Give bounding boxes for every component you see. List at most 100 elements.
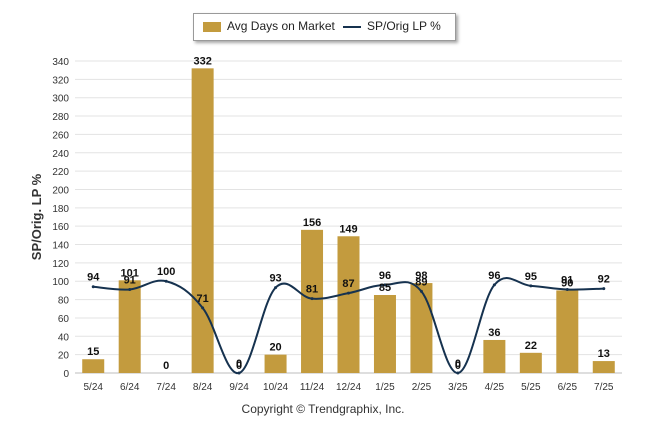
x-tick-label: 1/25 xyxy=(375,382,395,393)
bar xyxy=(82,359,105,373)
bar-value-label: 156 xyxy=(303,217,321,229)
line-value-label: 0 xyxy=(455,358,461,370)
bar xyxy=(264,354,287,373)
line-value-label: 100 xyxy=(157,266,175,278)
bar-value-label: 15 xyxy=(87,346,99,358)
bar xyxy=(556,290,579,373)
copyright-text: Copyright © Trendgraphix, Inc. xyxy=(241,402,405,416)
x-tick-label: 3/25 xyxy=(448,382,468,393)
bar xyxy=(592,361,615,373)
legend-bar-swatch xyxy=(203,22,221,32)
line-point xyxy=(492,283,496,287)
line-point xyxy=(91,285,95,289)
line-point xyxy=(383,283,387,287)
line-point xyxy=(201,306,205,310)
line-value-label: 87 xyxy=(342,278,354,290)
line-series xyxy=(91,277,606,375)
line-value-label: 94 xyxy=(87,272,100,284)
bar-series xyxy=(82,68,615,373)
line-value-label: 89 xyxy=(415,276,427,288)
line-value-label: 92 xyxy=(598,274,610,286)
x-tick-label: 2/25 xyxy=(412,382,432,393)
line-value-label: 96 xyxy=(379,270,391,282)
y-tick-label: 340 xyxy=(52,57,69,68)
x-tick-label: 7/25 xyxy=(594,382,614,393)
y-tick-label: 100 xyxy=(52,277,69,288)
y-tick-label: 40 xyxy=(58,332,70,343)
line-point xyxy=(347,291,350,295)
bar xyxy=(118,280,141,373)
x-tick-label: 8/24 xyxy=(193,382,213,393)
line-value-label: 93 xyxy=(269,273,281,285)
bar xyxy=(337,236,360,373)
chart-legend: Avg Days on Market SP/Orig LP % xyxy=(193,13,456,41)
bar-value-label: 85 xyxy=(379,282,391,294)
x-tick-label: 6/24 xyxy=(120,382,140,393)
line-point xyxy=(565,287,569,291)
bar-value-label: 36 xyxy=(488,327,500,339)
line-point xyxy=(128,287,132,291)
bar-value-label: 0 xyxy=(455,360,461,372)
line-point xyxy=(602,287,606,291)
line-value-label: 91 xyxy=(561,274,573,286)
y-tick-label: 220 xyxy=(52,167,69,178)
y-tick-label: 260 xyxy=(52,130,69,141)
y-tick-label: 120 xyxy=(52,259,69,270)
x-tick-label: 11/24 xyxy=(300,382,325,393)
axes: 0204060801001201401601802002202402602803… xyxy=(29,57,622,393)
bar-value-label: 20 xyxy=(269,342,281,354)
y-tick-label: 300 xyxy=(52,94,69,105)
bar xyxy=(519,352,542,373)
bar-value-label: 13 xyxy=(598,348,610,360)
x-tick-label: 6/25 xyxy=(558,382,578,393)
y-tick-label: 60 xyxy=(58,314,70,325)
y-tick-label: 280 xyxy=(52,112,69,123)
bar-value-label: 0 xyxy=(236,360,242,372)
bar-value-label: 98 xyxy=(415,270,427,282)
x-tick-label: 5/25 xyxy=(521,382,541,393)
x-tick-label: 9/24 xyxy=(229,382,249,393)
y-tick-label: 140 xyxy=(52,241,69,252)
data-labels: 15 101 0 332 0 20 156 149 85 98 0 36 22 90 13 94 91 100 71… xyxy=(87,55,610,372)
y-tick-label: 180 xyxy=(52,204,69,215)
legend-bar-label: Avg Days on Market xyxy=(227,19,335,33)
line-value-label: 91 xyxy=(124,274,136,286)
line-value-label: 81 xyxy=(306,284,318,296)
bar-value-label: 101 xyxy=(121,267,139,279)
line-point xyxy=(529,284,533,288)
y-axis-title: SP/Orig. LP % xyxy=(29,173,44,260)
bar xyxy=(301,229,324,373)
bar xyxy=(410,283,433,373)
line-point xyxy=(310,297,314,301)
x-tick-label: 5/24 xyxy=(83,382,103,393)
y-tick-label: 20 xyxy=(58,351,70,362)
line-point xyxy=(456,371,460,375)
line-point xyxy=(237,371,241,375)
line-value-label: 71 xyxy=(197,293,209,305)
bar-value-label: 90 xyxy=(561,277,573,289)
line-point xyxy=(419,289,423,293)
bar-value-label: 332 xyxy=(193,55,211,67)
bar xyxy=(191,68,214,373)
bar xyxy=(483,339,506,373)
line-point xyxy=(274,286,278,290)
x-tick-label: 4/25 xyxy=(485,382,505,393)
x-tick-label: 7/24 xyxy=(156,382,176,393)
legend-line-swatch xyxy=(343,26,361,28)
bar xyxy=(373,295,396,373)
x-tick-label: 12/24 xyxy=(336,382,361,393)
line-value-label: 95 xyxy=(525,271,537,283)
bar-value-label: 0 xyxy=(163,360,169,372)
y-tick-label: 0 xyxy=(63,369,69,380)
y-tick-label: 160 xyxy=(52,222,69,233)
bar-value-label: 149 xyxy=(339,223,357,235)
x-tick-label: 10/24 xyxy=(263,382,288,393)
y-tick-label: 200 xyxy=(52,185,69,196)
y-tick-label: 240 xyxy=(52,149,69,160)
y-tick-label: 320 xyxy=(52,75,69,86)
line-point xyxy=(164,279,168,283)
y-tick-label: 80 xyxy=(58,296,70,307)
line-value-label: 96 xyxy=(488,270,500,282)
line-value-label: 0 xyxy=(236,358,242,370)
